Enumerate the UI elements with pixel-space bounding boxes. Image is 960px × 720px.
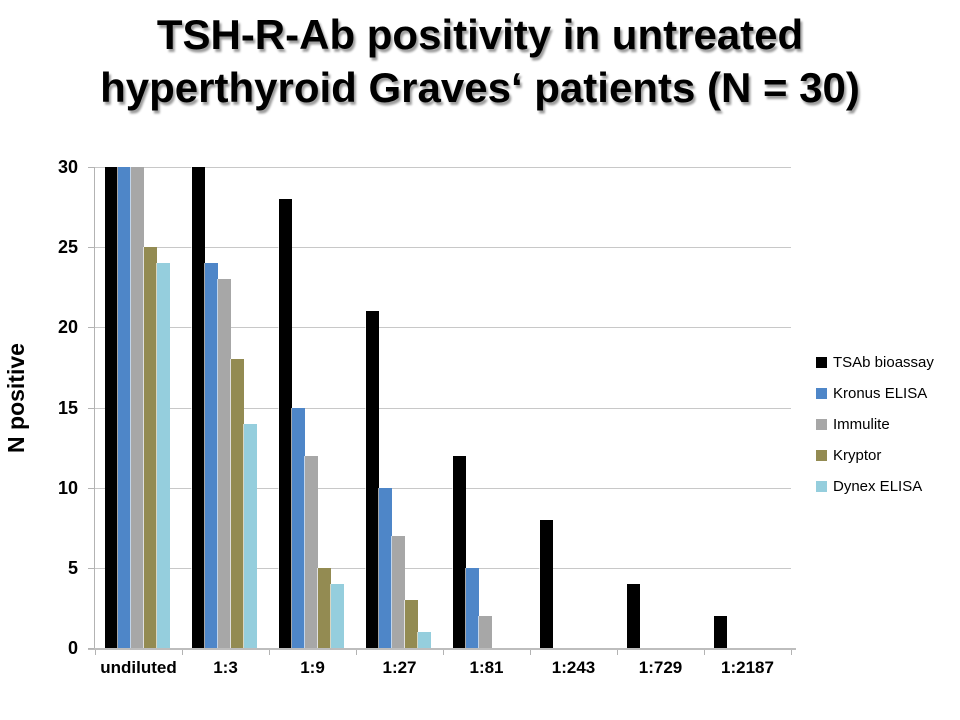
bar-kryptor: [405, 599, 418, 648]
bar-dynex-elisa: [418, 631, 431, 648]
bar-dynex-elisa: [157, 263, 170, 648]
title-line-1: TSH-R-Ab positivity in untreated: [156, 11, 804, 58]
legend-entry: Kronus ELISA: [816, 378, 934, 409]
bar-immulite: [392, 535, 405, 648]
y-axis-title: N positive: [3, 343, 29, 453]
y-axis-tickmark: [88, 487, 94, 489]
plot-area: [95, 167, 791, 648]
y-tick-label: 25: [57, 237, 78, 258]
legend-swatch-icon: [816, 419, 827, 430]
y-axis-tickmark: [88, 567, 94, 569]
x-tick-label: undiluted: [100, 658, 177, 677]
y-axis-tickmark: [88, 247, 94, 249]
bar-kronus-elisa: [292, 407, 305, 648]
bar-immulite: [218, 279, 231, 648]
x-tick-label: 1:27: [382, 658, 417, 677]
legend-swatch-icon: [816, 357, 827, 368]
gridline: [95, 487, 791, 489]
bar-dynex-elisa: [331, 583, 344, 648]
y-tick-label: 0: [67, 638, 78, 658]
x-axis-tickmark: [269, 650, 270, 655]
bar-tsab-bioassay: [540, 519, 553, 648]
legend-label: Kryptor: [833, 447, 882, 464]
legend-swatch-icon: [816, 450, 827, 461]
bar-tsab-bioassay: [279, 199, 292, 648]
bar-kronus-elisa: [379, 487, 392, 648]
x-axis-tickmark: [704, 650, 705, 655]
x-tick-label: 1:9: [300, 658, 325, 677]
x-tick-label: 1:3: [213, 658, 238, 677]
gridline: [95, 407, 791, 409]
legend-swatch-icon: [816, 481, 827, 492]
bar-tsab-bioassay: [105, 167, 118, 648]
x-axis-tickmark: [182, 650, 183, 655]
legend-entry: Dynex ELISA: [816, 471, 934, 502]
x-axis-tickmark: [530, 650, 531, 655]
title-line-2: hyperthyroid Graves‘ patients (N = 30): [100, 64, 860, 111]
y-axis-tickmark: [88, 648, 94, 649]
y-axis-tickmark: [88, 167, 94, 168]
legend-label: Kronus ELISA: [833, 385, 928, 402]
x-tick-label: 1:243: [551, 658, 596, 677]
x-axis-tickmark: [356, 650, 357, 655]
bar-kronus-elisa: [205, 263, 218, 648]
bar-kryptor: [144, 247, 157, 648]
bar-tsab-bioassay: [453, 455, 466, 648]
y-axis-tickmark: [88, 327, 94, 329]
x-axis-tickmark: [443, 650, 444, 655]
y-tick-label: 5: [67, 557, 78, 578]
gridline: [95, 167, 791, 168]
gridline: [95, 327, 791, 329]
bar-immulite: [305, 455, 318, 648]
gridline: [95, 567, 791, 569]
slide-title: TSH-R-Ab positivity in untreated hyperth…: [0, 8, 960, 114]
legend-label: TSAb bioassay: [833, 354, 934, 371]
y-axis-tickmark: [88, 407, 94, 409]
bar-tsab-bioassay: [627, 583, 640, 648]
bar-kronus-elisa: [118, 167, 131, 648]
gridline: [95, 247, 791, 249]
bar-tsab-bioassay: [366, 311, 379, 648]
x-axis-tickmark: [617, 650, 618, 655]
legend-label: Dynex ELISA: [833, 478, 923, 495]
bar-tsab-bioassay: [714, 615, 727, 648]
x-tick-label: 1:729: [638, 658, 683, 677]
y-tick-label: 10: [57, 477, 78, 498]
bar-kryptor: [231, 359, 244, 648]
legend-entry: TSAb bioassay: [816, 347, 934, 378]
legend-label: Immulite: [833, 416, 890, 433]
legend-entry: Immulite: [816, 409, 934, 440]
bar-kronus-elisa: [466, 567, 479, 648]
bar-kryptor: [318, 567, 331, 648]
y-axis-line: [94, 167, 95, 649]
bar-tsab-bioassay: [192, 167, 205, 648]
legend: TSAb bioassay Kronus ELISA Immulite Kryptor…: [816, 347, 934, 502]
x-axis-tickmark: [95, 650, 96, 655]
legend-entry: Kryptor: [816, 440, 934, 471]
y-tick-label: 15: [57, 397, 78, 418]
x-tick-label: 1:81: [469, 658, 504, 677]
x-tick-label: 1:2187: [721, 658, 774, 677]
y-tick-label: 30: [57, 157, 78, 177]
y-tick-label: 20: [57, 317, 78, 338]
bar-immulite: [479, 615, 492, 648]
x-axis-line: [88, 648, 796, 650]
x-axis-tickmark: [791, 650, 792, 655]
legend-swatch-icon: [816, 388, 827, 399]
bar-dynex-elisa: [244, 423, 257, 648]
bar-immulite: [131, 167, 144, 648]
